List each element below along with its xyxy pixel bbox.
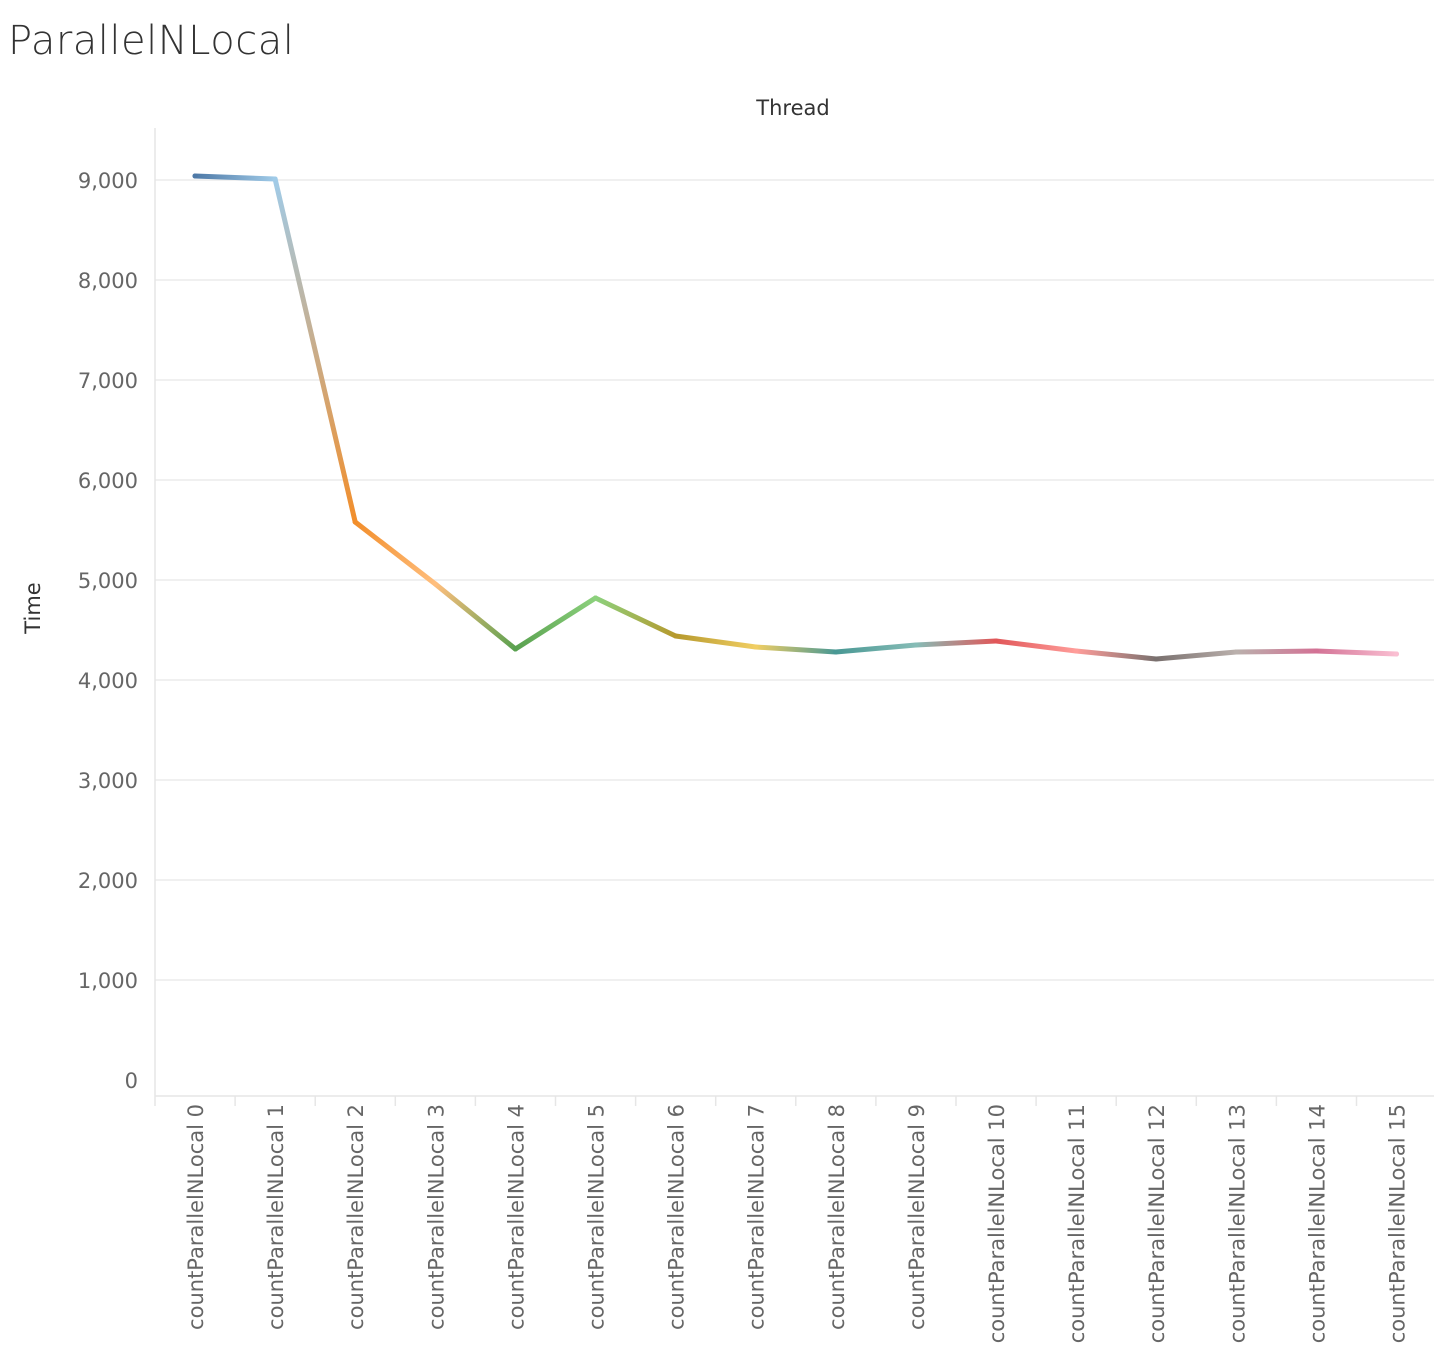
x-tick-label: countParallelNLocal 2 — [344, 1104, 368, 1330]
series-line — [192, 173, 1399, 662]
data-point[interactable] — [272, 176, 278, 182]
axes — [154, 128, 1434, 1106]
line-segment — [913, 638, 999, 648]
data-point[interactable] — [432, 581, 438, 587]
data-point[interactable] — [1313, 648, 1319, 654]
line-segment — [1313, 648, 1399, 657]
data-point[interactable] — [1073, 648, 1079, 654]
line-segment — [593, 595, 679, 639]
data-point[interactable] — [1394, 651, 1399, 657]
data-point[interactable] — [833, 649, 839, 655]
page-title: ParallelNLocal — [8, 18, 295, 64]
x-tick-label: countParallelNLocal 0 — [184, 1104, 208, 1330]
y-tick-label: 7,000 — [78, 369, 138, 393]
x-tick-label: countParallelNLocal 14 — [1305, 1104, 1329, 1343]
x-tick-label: countParallelNLocal 11 — [1065, 1104, 1089, 1343]
data-point[interactable] — [1233, 649, 1239, 655]
data-point[interactable] — [753, 644, 759, 650]
line-segment — [512, 595, 598, 652]
line-segment — [432, 581, 518, 652]
x-tick-label: countParallelNLocal 10 — [985, 1104, 1009, 1343]
y-tick-label: 0 — [125, 1069, 138, 1093]
line-segment — [272, 176, 358, 525]
y-tick-label: 2,000 — [78, 869, 138, 893]
y-tick-label: 3,000 — [78, 769, 138, 793]
x-axis-ticks: countParallelNLocal 0 countParallelNLocal… — [184, 1104, 1410, 1343]
data-point[interactable] — [993, 638, 999, 644]
line-segment — [1233, 648, 1319, 655]
gridlines — [155, 179, 1434, 981]
x-tick-label: countParallelNLocal 15 — [1386, 1104, 1410, 1343]
y-tick-label: 4,000 — [78, 669, 138, 693]
data-point[interactable] — [512, 646, 518, 652]
y-axis-ticks: 0 1,000 2,000 3,000 4,000 5,000 6,000 7,000 8,00… — [78, 169, 138, 1093]
x-tick-label: countParallelNLocal 1 — [264, 1104, 288, 1330]
line-segment — [352, 519, 438, 587]
x-tick-label: countParallelNLocal 5 — [585, 1104, 609, 1330]
x-tick-label: countParallelNLocal 12 — [1145, 1104, 1169, 1343]
y-tick-label: 8,000 — [78, 269, 138, 293]
data-point[interactable] — [593, 595, 598, 601]
line-segment — [1073, 648, 1159, 662]
y-tick-label: 1,000 — [78, 969, 138, 993]
data-point[interactable] — [192, 173, 198, 179]
line-segment — [753, 644, 839, 655]
y-axis-title: Time — [21, 582, 45, 634]
x-tick-label: countParallelNLocal 13 — [1225, 1104, 1249, 1343]
y-tick-label: 5,000 — [78, 569, 138, 593]
x-tick-label: countParallelNLocal 7 — [745, 1104, 769, 1330]
data-point[interactable] — [1153, 656, 1159, 662]
y-tick-label: 6,000 — [78, 469, 138, 493]
x-tick-label: countParallelNLocal 3 — [424, 1104, 448, 1330]
x-tick-label: countParallelNLocal 9 — [905, 1104, 929, 1330]
data-point[interactable] — [673, 633, 679, 639]
column-header: Thread — [755, 96, 829, 120]
y-tick-label: 9,000 — [78, 169, 138, 193]
line-segment — [833, 642, 919, 655]
x-tick-label: countParallelNLocal 4 — [504, 1104, 528, 1330]
line-segment — [673, 633, 759, 650]
x-tick-label: countParallelNLocal 8 — [825, 1104, 849, 1330]
line-segment — [192, 173, 278, 182]
data-point[interactable] — [352, 519, 358, 525]
line-segment — [1153, 649, 1239, 662]
x-tick-label: countParallelNLocal 6 — [665, 1104, 689, 1330]
data-point[interactable] — [913, 642, 919, 648]
line-segment — [993, 638, 1079, 654]
